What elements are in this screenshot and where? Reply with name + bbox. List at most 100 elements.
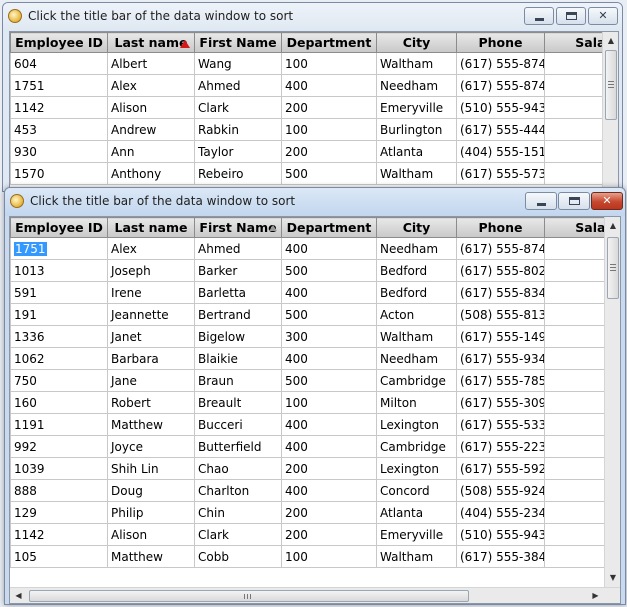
cell-department[interactable]: 100 [281, 118, 377, 141]
cell-last-name[interactable]: Matthew [107, 413, 195, 436]
cell-last-name[interactable]: Philip [107, 501, 195, 524]
cell-city[interactable]: Lexington [376, 457, 457, 480]
cell-employee-id[interactable]: 1142 [10, 523, 108, 546]
cell-last-name[interactable]: Alison [107, 96, 195, 119]
cell-department[interactable]: 200 [281, 140, 377, 163]
cell-department[interactable]: 500 [281, 259, 377, 282]
cell-first-name[interactable]: Braun [194, 369, 282, 392]
back-vertical-scroll-thumb[interactable] [605, 50, 617, 120]
column-header-city[interactable]: City [376, 32, 457, 53]
cell-first-name[interactable]: Wang [194, 52, 282, 75]
cell-phone[interactable]: (617) 555-4444 [456, 118, 545, 141]
scroll-up-arrow-icon[interactable]: ▲ [607, 36, 615, 45]
cell-city[interactable]: Cambridge [376, 435, 457, 458]
table-row[interactable]: 453 Andrew Rabkin 100 Burlington (617) 555-44… [10, 118, 618, 141]
front-horizontal-scrollbar[interactable]: ◀ ▶ [10, 587, 620, 603]
cell-city[interactable]: Milton [376, 391, 457, 414]
cell-first-name[interactable]: Clark [194, 523, 282, 546]
cell-phone[interactable]: (617) 555-2232 [456, 435, 545, 458]
cell-employee-id[interactable]: 992 [10, 435, 108, 458]
cell-last-name[interactable]: Albert [107, 52, 195, 75]
cell-last-name[interactable]: Shih Lin [107, 457, 195, 480]
cell-employee-id[interactable]: 1336 [10, 325, 108, 348]
cell-phone[interactable]: (617) 555-8748 [456, 74, 545, 97]
cell-first-name[interactable]: Clark [194, 96, 282, 119]
cell-city[interactable]: Waltham [376, 545, 457, 568]
cell-department[interactable]: 100 [281, 52, 377, 75]
cell-first-name[interactable]: Charlton [194, 479, 282, 502]
cell-phone[interactable]: (617) 555-8345 [456, 281, 545, 304]
table-row[interactable]: 591 Irene Barletta 400 Bedford (617) 555-8345… [10, 281, 620, 304]
cell-last-name[interactable]: Doug [107, 479, 195, 502]
front-data-grid[interactable]: Employee ID Last name First Name Department… [9, 216, 621, 604]
cell-employee-id[interactable]: 1751 [10, 74, 108, 97]
cell-department[interactable]: 500 [281, 303, 377, 326]
cell-last-name[interactable]: Robert [107, 391, 195, 414]
cell-last-name[interactable]: Alex [107, 74, 195, 97]
cell-employee-id[interactable]: 453 [10, 118, 108, 141]
cell-employee-id[interactable]: 930 [10, 140, 108, 163]
cell-department[interactable]: 400 [281, 435, 377, 458]
cell-phone[interactable]: (617) 555-3099 [456, 391, 545, 414]
table-row[interactable]: 191 Jeannette Bertrand 500 Acton (508) 555-81… [10, 303, 620, 326]
cell-department[interactable]: 400 [281, 74, 377, 97]
cell-city[interactable]: Burlington [376, 118, 457, 141]
cell-employee-id[interactable]: 1570 [10, 162, 108, 185]
maximize-button[interactable] [558, 192, 590, 210]
cell-employee-id[interactable]: 129 [10, 501, 108, 524]
table-row[interactable]: 1570 Anthony Rebeiro 500 Waltham (617) 555-57… [10, 162, 618, 185]
cell-department[interactable]: 200 [281, 96, 377, 119]
table-row[interactable]: 1142 Alison Clark 200 Emeryville (510) 555-94… [10, 96, 618, 119]
cell-city[interactable]: Lexington [376, 413, 457, 436]
column-header-department[interactable]: Department [281, 32, 377, 53]
cell-employee-id[interactable]: 1039 [10, 457, 108, 480]
back-vertical-scrollbar[interactable]: ▲ [602, 32, 618, 191]
cell-department[interactable]: 100 [281, 545, 377, 568]
minimize-button[interactable] [525, 192, 557, 210]
cell-first-name[interactable]: Bertrand [194, 303, 282, 326]
cell-department[interactable]: 400 [281, 347, 377, 370]
cell-department[interactable]: 200 [281, 523, 377, 546]
cell-city[interactable]: Needham [376, 74, 457, 97]
cell-phone[interactable]: (510) 555-9437 [456, 523, 545, 546]
cell-first-name[interactable]: Taylor [194, 140, 282, 163]
cell-employee-id[interactable]: 604 [10, 52, 108, 75]
cell-city[interactable]: Needham [376, 237, 457, 260]
cell-last-name[interactable]: Alex [107, 237, 195, 260]
cell-phone[interactable]: (617) 555-5737 [456, 162, 545, 185]
column-header-phone[interactable]: Phone [456, 32, 545, 53]
cell-first-name[interactable]: Blaikie [194, 347, 282, 370]
minimize-button[interactable] [524, 7, 554, 25]
cell-department[interactable]: 200 [281, 457, 377, 480]
cell-last-name[interactable]: Irene [107, 281, 195, 304]
front-window[interactable]: Click the title bar of the data window t… [4, 187, 626, 605]
column-header-employee-id[interactable]: Employee ID [10, 217, 108, 238]
cell-city[interactable]: Acton [376, 303, 457, 326]
cell-department[interactable]: 400 [281, 413, 377, 436]
cell-phone[interactable]: (508) 555-8138 [456, 303, 545, 326]
cell-employee-id[interactable]: 591 [10, 281, 108, 304]
cell-city[interactable]: Waltham [376, 162, 457, 185]
cell-department[interactable]: 500 [281, 162, 377, 185]
cell-city[interactable]: Emeryville [376, 523, 457, 546]
table-row[interactable]: 1336 Janet Bigelow 300 Waltham (617) 555-1493… [10, 325, 620, 348]
cell-last-name[interactable]: Alison [107, 523, 195, 546]
cell-first-name[interactable]: Barker [194, 259, 282, 282]
cell-city[interactable]: Bedford [376, 281, 457, 304]
cell-last-name[interactable]: Andrew [107, 118, 195, 141]
cell-employee-id[interactable]: 1062 [10, 347, 108, 370]
cell-phone[interactable]: (617) 555-5336 [456, 413, 545, 436]
table-row[interactable]: 992 Joyce Butterfield 400 Cambridge (617) 555… [10, 435, 620, 458]
close-button[interactable]: ✕ [591, 192, 623, 210]
back-window-titlebar[interactable]: Click the title bar of the data window t… [3, 3, 622, 31]
scroll-down-arrow-icon[interactable]: ▼ [609, 573, 617, 582]
cell-phone[interactable]: (617) 555-9345 [456, 347, 545, 370]
cell-first-name[interactable]: Chin [194, 501, 282, 524]
